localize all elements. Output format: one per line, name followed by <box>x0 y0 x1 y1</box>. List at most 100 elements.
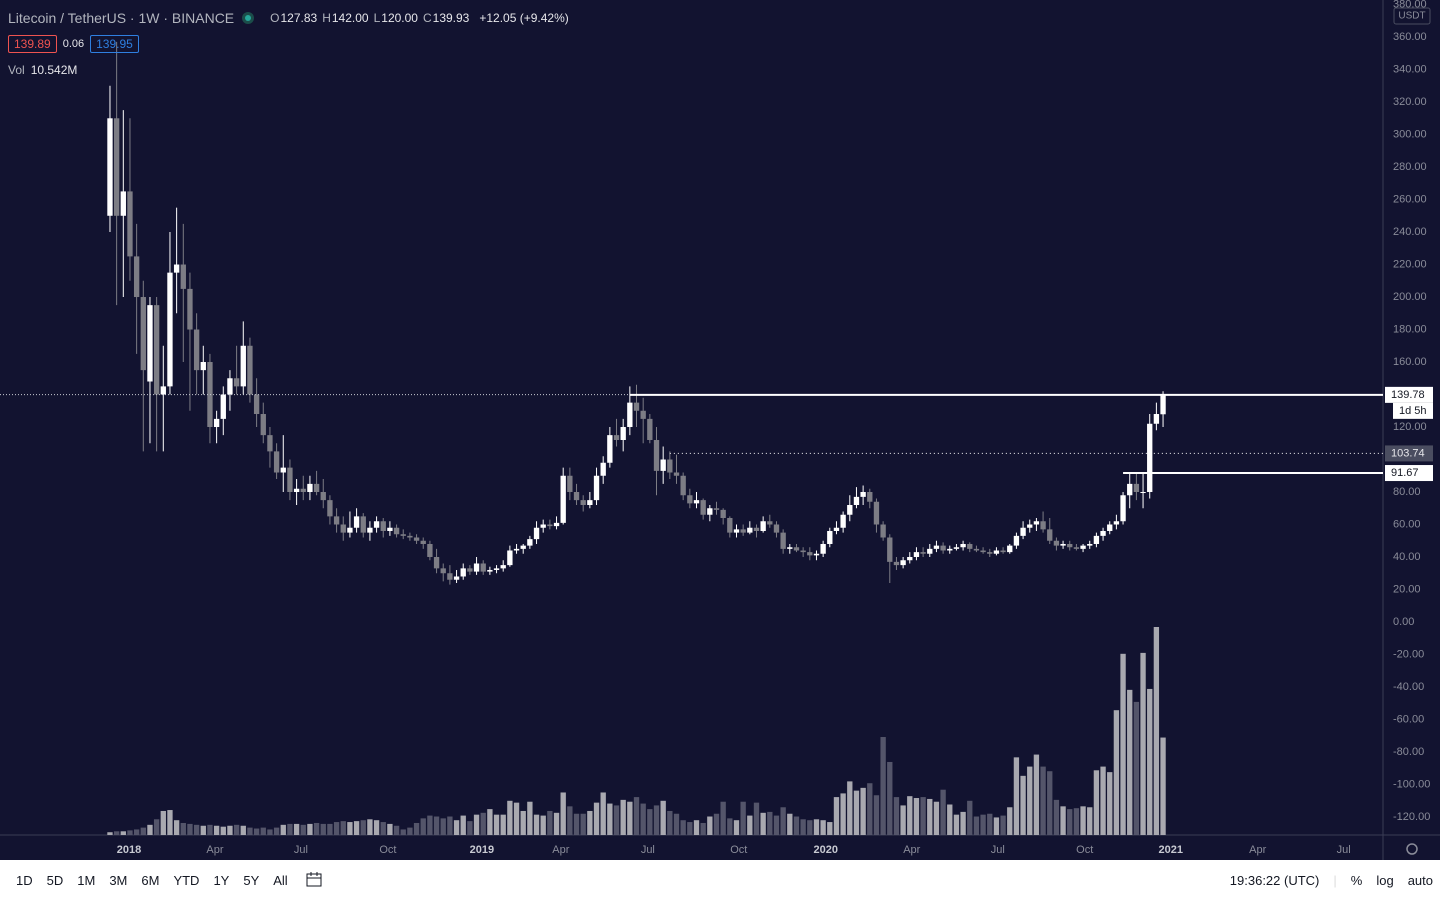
candle-body <box>180 264 186 289</box>
countdown-box <box>1393 402 1433 419</box>
volume-bar <box>580 813 586 835</box>
range-button[interactable]: 1D <box>16 872 33 888</box>
volume-bar <box>240 825 246 835</box>
candle-body <box>333 516 340 525</box>
bid[interactable]: 139.89 <box>8 35 57 53</box>
level-label-box <box>1385 465 1433 482</box>
volume-bar <box>953 814 960 835</box>
ohlc-key: O <box>270 11 280 25</box>
volume-bar <box>673 813 680 835</box>
candle-body <box>747 527 753 533</box>
volume-bar <box>887 761 893 835</box>
range-button[interactable]: 1M <box>77 872 96 888</box>
range-button[interactable]: 3M <box>109 872 128 888</box>
candle-body <box>567 475 573 492</box>
volume-bar <box>960 811 966 835</box>
volume-bar <box>140 827 146 835</box>
volume-bar <box>113 831 120 835</box>
volume-bar <box>147 824 153 835</box>
volume-bar <box>120 831 126 835</box>
volume-bar <box>1093 770 1100 835</box>
volume-bar <box>407 827 413 835</box>
volume-bar <box>573 813 580 835</box>
volume-bar <box>253 828 260 835</box>
ohlc: O 127.83 H 142.00 L 120.00 C 139.93 <box>270 11 473 25</box>
candle-body <box>760 521 766 531</box>
candle-body <box>440 568 446 574</box>
volume-bar <box>1000 815 1006 835</box>
volume-bar <box>327 823 333 835</box>
candle-body <box>527 539 533 546</box>
volume-bar <box>173 820 180 835</box>
y-tick-label: -40.00 <box>1393 681 1424 693</box>
volume-bar <box>1053 799 1060 835</box>
countdown: 1d 5h <box>1399 405 1427 417</box>
candle-body <box>253 394 260 415</box>
currency-box[interactable] <box>1393 7 1431 25</box>
scale-option[interactable]: log <box>1376 872 1394 888</box>
volume-bar <box>513 802 520 835</box>
candle-body <box>907 556 913 561</box>
candle-body <box>313 483 320 492</box>
volume-bar <box>1047 771 1053 835</box>
volume-bar <box>233 824 240 835</box>
candle-body <box>1140 491 1146 493</box>
settings-icon[interactable] <box>1406 843 1418 855</box>
candle-body <box>753 527 760 531</box>
candle-body <box>1113 521 1120 525</box>
candle-body <box>553 522 560 527</box>
scale-option[interactable]: auto <box>1407 872 1433 888</box>
candle-body <box>507 550 513 566</box>
volume-bar <box>1147 688 1153 835</box>
candle-body <box>140 297 146 371</box>
candle-body <box>467 568 473 572</box>
range-button[interactable]: YTD <box>173 872 200 888</box>
volume-bar <box>267 829 273 835</box>
volume-bar <box>733 820 740 835</box>
candle-body <box>773 524 780 533</box>
candle-body <box>727 517 733 533</box>
volume-bar <box>727 818 733 835</box>
volume-bar <box>840 793 846 835</box>
candle-body <box>867 491 873 502</box>
candle-body <box>267 435 273 452</box>
range-button[interactable]: 1Y <box>213 872 230 888</box>
range-button[interactable]: 6M <box>141 872 160 888</box>
range-button[interactable]: 5Y <box>243 872 260 888</box>
volume-bar <box>693 820 700 835</box>
volume-bar <box>373 820 380 835</box>
ohlc-value: 139.93 <box>432 11 470 25</box>
scale-option[interactable]: % <box>1350 872 1363 888</box>
x-tick-label: Jul <box>294 844 308 856</box>
volume-bar <box>300 824 306 835</box>
candle-body <box>953 547 960 549</box>
candle-body <box>427 543 433 557</box>
candle-body <box>1120 495 1126 522</box>
symbol[interactable]: Litecoin / TetherUS · 1W · BINANCE <box>8 10 235 26</box>
volume-bar <box>193 824 200 835</box>
candle-body <box>187 288 193 330</box>
range-button[interactable]: All <box>273 872 288 888</box>
candle-body <box>340 524 346 533</box>
volume-bar <box>993 817 1000 835</box>
level-label: 139.78 <box>1391 389 1425 401</box>
candle-body <box>873 501 880 525</box>
volume-bar <box>860 787 866 835</box>
y-tick-label: -120.00 <box>1393 811 1430 823</box>
volume-value: 10.542M <box>30 63 78 77</box>
candle-body <box>1000 550 1006 553</box>
date-range-icon[interactable] <box>303 870 327 890</box>
candle-body <box>600 462 606 476</box>
volume-bar <box>1100 766 1106 835</box>
candle-body <box>1093 535 1100 544</box>
candle-body <box>893 561 900 566</box>
ask[interactable]: 139.95 <box>90 35 139 53</box>
volume-bar <box>473 814 480 835</box>
volume-bar <box>827 822 833 835</box>
volume-bar <box>487 809 493 835</box>
candle-body <box>147 305 153 382</box>
candle-body <box>807 552 813 556</box>
volume-bar <box>907 796 913 835</box>
range-button[interactable]: 5D <box>46 872 64 888</box>
